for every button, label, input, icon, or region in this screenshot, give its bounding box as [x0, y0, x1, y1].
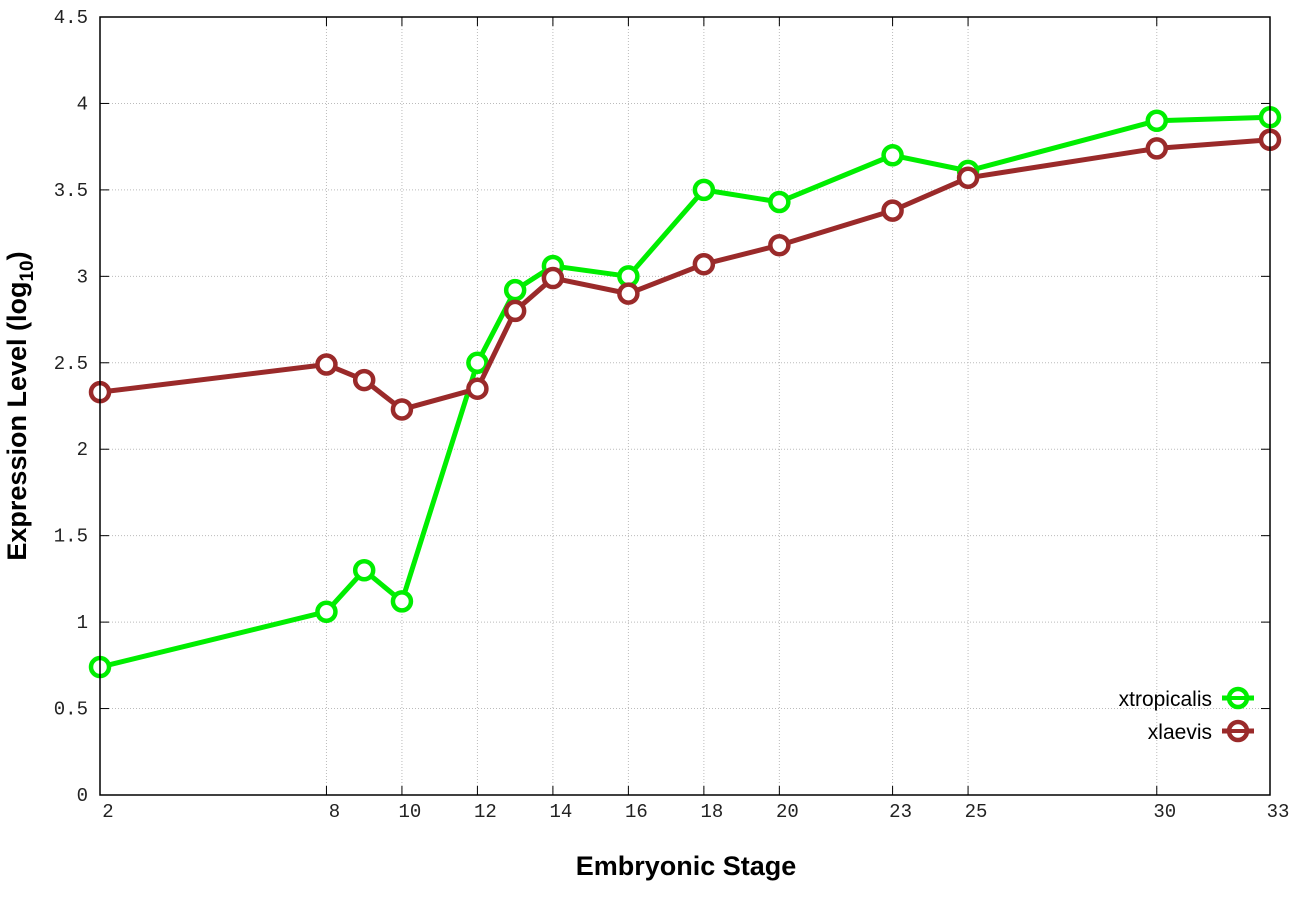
grid	[100, 17, 1270, 795]
data-point	[390, 590, 414, 613]
x-tick-label: 30	[1153, 801, 1176, 823]
x-tick-label: 33	[1267, 801, 1290, 823]
data-point	[466, 351, 489, 375]
data-point	[390, 398, 414, 421]
data-point	[315, 353, 338, 376]
x-tick-label: 12	[474, 801, 497, 823]
x-tick-label: 25	[965, 801, 988, 823]
data-point	[617, 282, 640, 305]
series-xtropicalis	[88, 106, 1282, 679]
legend: xtropicalis xlaevis	[1119, 686, 1254, 744]
data-point	[881, 199, 904, 222]
data-point	[1145, 137, 1169, 160]
data-point	[315, 600, 338, 623]
y-tick-label: 2.5	[54, 353, 88, 375]
x-tick-label: 8	[329, 801, 340, 823]
plot-frame	[99, 16, 1271, 796]
y-tick-label: 3.5	[54, 180, 88, 202]
data-point	[692, 252, 716, 276]
y-tick-label: 4.5	[54, 7, 88, 29]
x-tick-label: 10	[399, 801, 422, 823]
data-point	[956, 166, 980, 190]
y-tick-label: 1.5	[54, 526, 88, 548]
y-tick-label: 0	[77, 785, 88, 807]
series-xlaevis	[88, 128, 1282, 421]
data-point	[503, 278, 527, 302]
data-point	[503, 299, 527, 323]
x-tick-label: 14	[549, 801, 572, 823]
x-tick-label: 2	[102, 801, 113, 823]
x-axis: 2 8 10 12 14 16 18 20 23 25 30 33	[99, 17, 1290, 823]
series-group	[88, 106, 1282, 679]
series-line	[99, 114, 1271, 670]
x-tick-label: 16	[625, 801, 648, 823]
data-point	[352, 558, 376, 582]
series-line	[99, 137, 1271, 412]
data-point	[692, 178, 716, 202]
y-tick-label: 3	[77, 266, 88, 288]
data-point	[1145, 109, 1169, 132]
x-tick-label: 18	[700, 801, 723, 823]
legend-label: xlaevis	[1148, 721, 1212, 744]
y-tick-label: 4	[77, 93, 88, 115]
y-tick-label: 0.5	[54, 699, 88, 721]
y-tick-label: 1	[77, 612, 88, 634]
data-point	[352, 368, 376, 392]
data-point	[541, 266, 565, 290]
y-tick-label: 2	[77, 439, 88, 461]
y-axis-label: Expression Level (log10)	[2, 251, 38, 560]
y-axis: 0 0.5 1 1.5 2 2.5 3 3.5 4 4.5	[54, 7, 1270, 807]
data-point	[768, 190, 791, 214]
x-tick-label: 23	[889, 801, 912, 823]
data-point	[768, 233, 791, 257]
data-point	[881, 144, 904, 167]
data-point	[466, 377, 489, 400]
x-axis-label: Embryonic Stage	[576, 851, 797, 881]
legend-label: xtropicalis	[1119, 688, 1212, 711]
x-tick-label: 20	[776, 801, 799, 823]
